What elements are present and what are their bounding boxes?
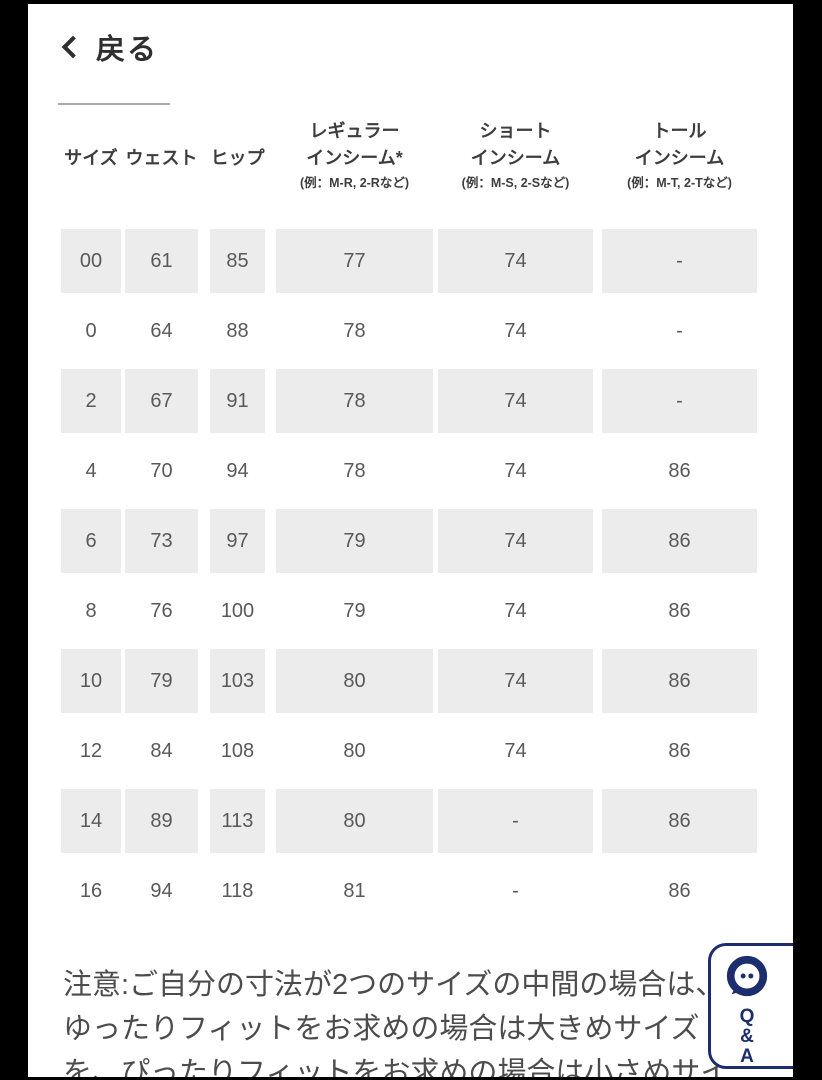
table-row: 12 84 108 80 74 86 <box>28 716 793 786</box>
table-cell: 12 <box>79 739 103 762</box>
qa-label: Q & A <box>739 1006 755 1067</box>
column-header-regular-inseam: レギュラー インシーム* (例：M-R, 2-Rなど) <box>299 121 409 190</box>
table-cell: 80 <box>343 739 366 762</box>
column-header-tall-inseam: トール インシーム (例：M-T, 2-Tなど) <box>627 121 732 190</box>
table-cell: 84 <box>150 739 173 762</box>
table-cell: 79 <box>125 649 198 713</box>
back-button[interactable]: 戻る <box>61 26 159 68</box>
table-cell: 86 <box>668 599 691 622</box>
table-cell: 74 <box>504 319 527 342</box>
table-cell: 85 <box>210 229 265 293</box>
table-cell: 16 <box>79 879 103 902</box>
table-cell: 88 <box>226 319 249 342</box>
column-header-short-inseam: ショート インシーム (例：M-S, 2-Sなど) <box>461 121 570 190</box>
table-row: 4 70 94 78 74 86 <box>28 436 793 506</box>
table-cell: 89 <box>125 789 198 853</box>
column-header-hip: ヒップ <box>210 148 265 168</box>
size-chart-page: 戻る サイズ ウェスト ヒップ レギュラー インシーム* (例：M-R, 2-R… <box>28 4 793 1077</box>
table-cell: 74 <box>504 739 527 762</box>
table-cell: 78 <box>343 459 366 482</box>
table-cell: 118 <box>221 879 254 902</box>
table-cell: 61 <box>125 229 198 293</box>
table-cell: - <box>602 369 757 433</box>
table-cell: 86 <box>668 459 691 482</box>
table-cell: 86 <box>668 879 691 902</box>
column-header-waist: ウェスト <box>125 148 198 168</box>
chat-face-icon <box>724 954 770 1005</box>
table-cell: 91 <box>210 369 265 433</box>
table-cell: 79 <box>276 509 433 573</box>
table-cell: 10 <box>61 649 121 713</box>
table-cell: - <box>512 879 519 902</box>
table-cell: 78 <box>343 319 366 342</box>
table-header-row: サイズ ウェスト ヒップ レギュラー インシーム* (例：M-R, 2-Rなど)… <box>28 118 793 194</box>
size-note-line-2: ゆったりフィットをお求めの場合は大きめサイズ <box>63 1013 700 1045</box>
table-cell: 94 <box>226 459 249 482</box>
table-cell: 80 <box>276 789 433 853</box>
table-row: 0 64 88 78 74 - <box>28 296 793 366</box>
back-button-label: 戻る <box>96 34 159 66</box>
table-cell: 79 <box>343 599 366 622</box>
table-cell: 76 <box>150 599 173 622</box>
table-row: 8 76 100 79 74 86 <box>28 576 793 646</box>
table-cell: 4 <box>85 459 97 482</box>
table-cell: 74 <box>438 509 593 573</box>
table-row: 14 89 113 80-86 <box>28 786 793 856</box>
table-row: 00 61 85 77 74- <box>28 226 793 296</box>
table-cell: 108 <box>220 739 255 762</box>
table-cell: 81 <box>343 879 366 902</box>
table-cell: 6 <box>61 509 121 573</box>
table-cell: 0 <box>85 319 97 342</box>
table-cell: 86 <box>602 789 757 853</box>
table-cell: - <box>602 229 757 293</box>
size-note-line-1: 注意:ご自分の寸法が2つのサイズの中間の場合は、 <box>63 969 725 1001</box>
table-cell: 74 <box>438 649 593 713</box>
table-cell: 77 <box>276 229 433 293</box>
table-cell: 86 <box>668 739 691 762</box>
table-cell: 94 <box>150 879 173 902</box>
table-cell: 74 <box>438 229 593 293</box>
table-cell: 100 <box>220 599 255 622</box>
table-row: 2 67 91 78 74- <box>28 366 793 436</box>
table-cell: - <box>676 319 683 342</box>
table-cell: 113 <box>210 789 265 853</box>
divider-line <box>58 103 170 105</box>
table-cell: 86 <box>602 509 757 573</box>
table-cell: 103 <box>210 649 265 713</box>
table-cell: 73 <box>125 509 198 573</box>
size-note-line-3: を、ぴったりフィットをお求めの場合は小さめサイ <box>63 1057 730 1077</box>
size-note-text: 注意:ご自分の寸法が2つのサイズの中間の場合は、 ゆったりフィットをお求めの場合… <box>63 963 783 1077</box>
column-header-size: サイズ <box>64 148 118 168</box>
back-chevron-icon <box>61 35 85 59</box>
table-cell: 64 <box>150 319 173 342</box>
table-body: 00 61 85 77 74-0 64 88 78 74-2 67 91 78 74-4 70 94 78 74… <box>28 226 793 926</box>
table-cell: 2 <box>61 369 121 433</box>
table-cell: 86 <box>602 649 757 713</box>
table-cell: 14 <box>61 789 121 853</box>
table-cell: 74 <box>504 599 527 622</box>
table-cell: 74 <box>438 369 593 433</box>
table-cell: 74 <box>504 459 527 482</box>
table-cell: - <box>438 789 593 853</box>
table-cell: 8 <box>85 599 97 622</box>
table-cell: 97 <box>210 509 265 573</box>
table-cell: 70 <box>150 459 173 482</box>
table-row: 10 79 103 80 74 86 <box>28 646 793 716</box>
table-cell: 78 <box>276 369 433 433</box>
qa-floating-button[interactable]: Q & A <box>708 943 793 1069</box>
table-cell: 67 <box>125 369 198 433</box>
table-row: 16 94 118 81 - 86 <box>28 856 793 926</box>
table-row: 6 73 97 79 74 86 <box>28 506 793 576</box>
table-cell: 00 <box>61 229 121 293</box>
table-cell: 80 <box>276 649 433 713</box>
